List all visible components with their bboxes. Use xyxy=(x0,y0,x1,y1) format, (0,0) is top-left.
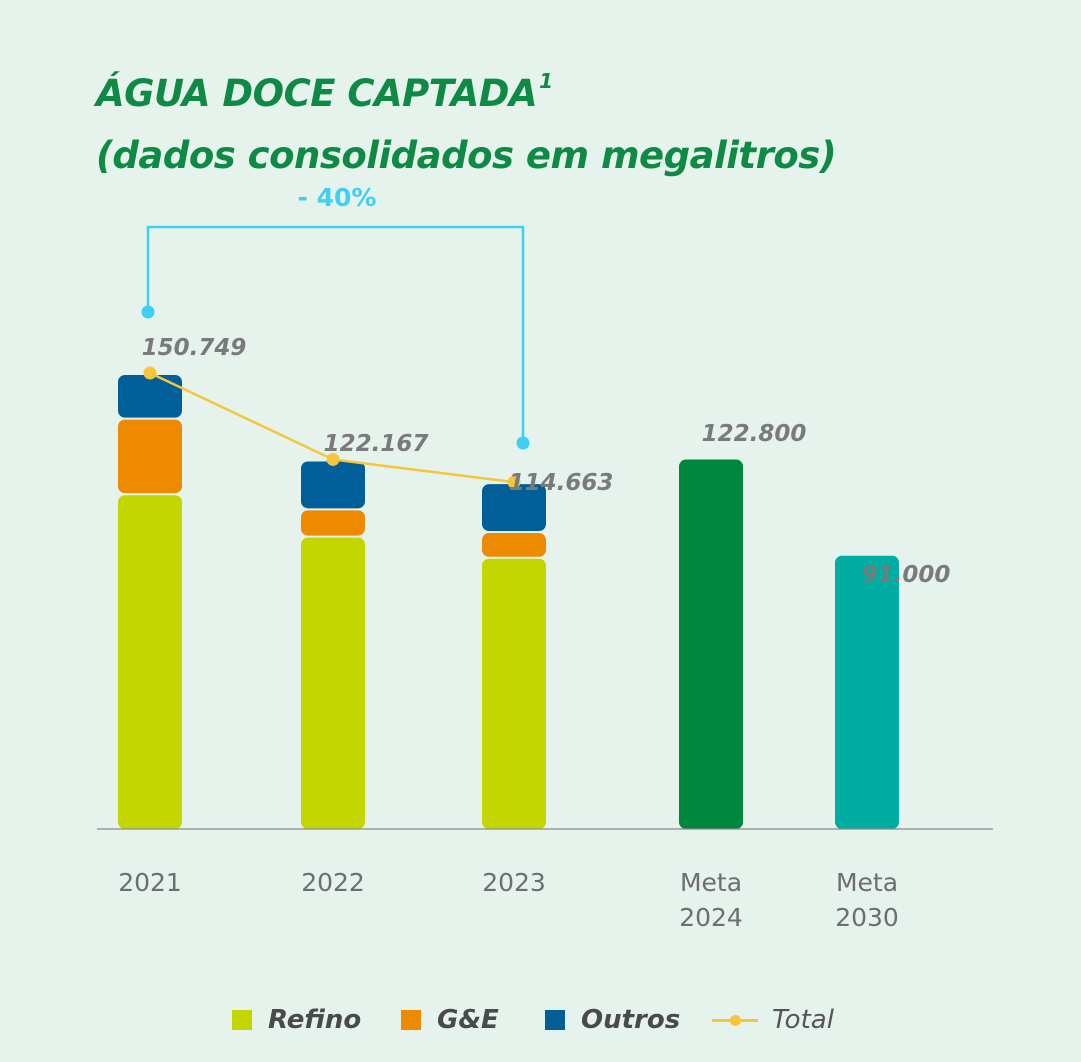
bracket-start-dot xyxy=(141,305,155,319)
category-label-3-0: Meta xyxy=(680,868,742,897)
chart-title: ÁGUA DOCE CAPTADA 1 (dados consolidados e… xyxy=(96,50,837,187)
value-label-3: 122.800 xyxy=(702,421,807,447)
legend-item-total: Total xyxy=(712,998,834,1042)
legend-item-refino: Refino xyxy=(232,998,361,1042)
legend-item-outros: Outros xyxy=(545,998,680,1042)
bar-ge-0 xyxy=(118,419,182,494)
legend-label-total: Total xyxy=(772,1005,834,1035)
bar-ge-2 xyxy=(482,533,546,557)
legend-dot xyxy=(730,1015,741,1026)
legend-swatch-ge xyxy=(401,1010,421,1030)
bar-meta2030-4 xyxy=(835,555,899,829)
category-label-0-0: 2021 xyxy=(118,868,182,897)
comparison-bracket xyxy=(146,225,525,443)
title-main-text: ÁGUA DOCE CAPTADA xyxy=(96,72,538,115)
legend-swatch-refino xyxy=(232,1010,252,1030)
bar-outros-2 xyxy=(482,484,546,532)
legend-item-ge: G&E xyxy=(401,998,499,1042)
total-point-1 xyxy=(326,452,340,466)
title-line-2: (dados consolidados em megalitros) xyxy=(96,134,837,177)
value-label-1: 122.167 xyxy=(324,431,429,457)
value-label-2: 114.663 xyxy=(509,470,614,496)
legend-label-outros: Outros xyxy=(581,1005,681,1035)
title-line-1: ÁGUA DOCE CAPTADA 1 xyxy=(96,50,836,125)
category-label-2-0: 2023 xyxy=(482,868,546,897)
total-point-2 xyxy=(507,475,521,489)
change-annotation: - 40% xyxy=(298,183,377,212)
bar-outros-1 xyxy=(301,461,365,509)
value-label-0: 150.749 xyxy=(142,335,247,361)
category-label-4-0: Meta xyxy=(836,868,898,897)
legend-swatch-outros xyxy=(545,1010,565,1030)
category-label-4-1: 2030 xyxy=(835,903,899,932)
legend-swatch-total xyxy=(712,1010,758,1030)
bar-refino-0 xyxy=(118,495,182,829)
chart-area: 150.749 122.167 114.663 122.800 91.000 2021 20… xyxy=(97,183,993,932)
legend: Refino G&E Outros Total xyxy=(0,998,1081,1042)
bar-meta2024-3 xyxy=(679,459,743,829)
bracket-end-dot xyxy=(516,436,530,450)
bar-refino-2 xyxy=(482,558,546,829)
category-label-1-0: 2022 xyxy=(301,868,365,897)
bar-refino-1 xyxy=(301,537,365,829)
title-footnote-marker: 1 xyxy=(539,69,553,93)
total-point-0 xyxy=(143,366,157,380)
bar-ge-1 xyxy=(301,510,365,536)
legend-label-refino: Refino xyxy=(268,1005,362,1035)
value-label-4: 91.000 xyxy=(862,562,951,588)
legend-label-ge: G&E xyxy=(437,1005,499,1035)
category-label-3-1: 2024 xyxy=(679,903,743,932)
bar-outros-0 xyxy=(118,375,182,418)
